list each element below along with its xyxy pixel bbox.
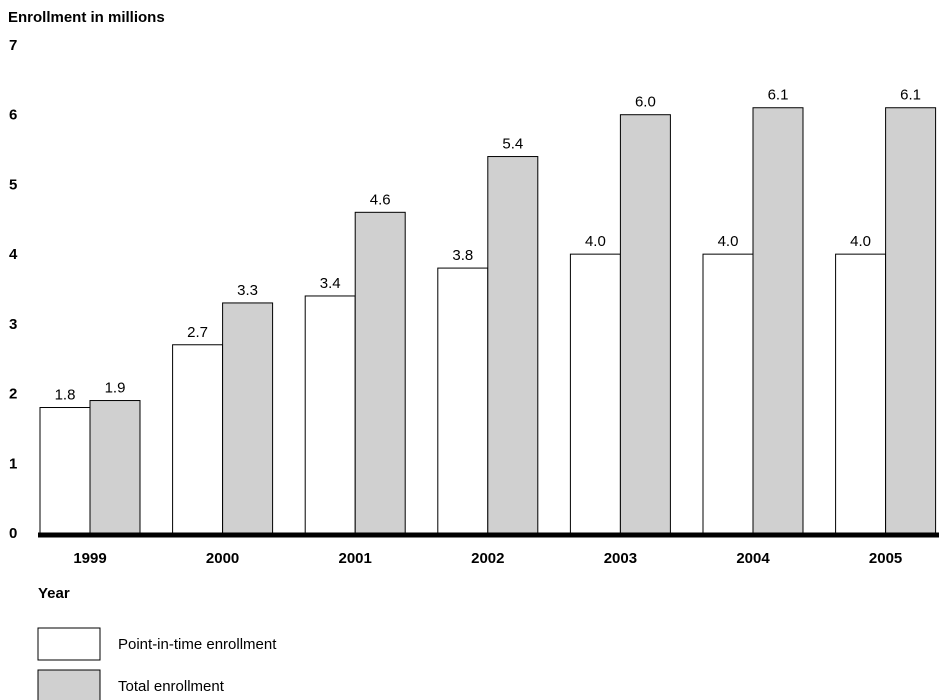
value-label: 6.0 [635, 94, 656, 111]
y-tick-label: 5 [9, 176, 17, 193]
value-label: 1.9 [105, 380, 126, 397]
value-label: 5.4 [502, 136, 523, 153]
bars [39, 107, 937, 534]
value-label: 2.7 [187, 324, 208, 341]
y-tick-label: 0 [9, 525, 17, 542]
value-label: 3.8 [452, 247, 473, 264]
value-label: 4.0 [585, 233, 606, 250]
bar-point-in-time-2000 [172, 344, 224, 534]
bar-total-2002 [487, 156, 539, 534]
y-axis-label: Enrollment in millions [8, 9, 165, 26]
y-tick-label: 7 [9, 37, 17, 54]
y-tick-label: 6 [9, 107, 17, 124]
value-label: 3.3 [237, 282, 258, 299]
y-tick-label: 4 [9, 246, 18, 263]
value-label: 1.8 [55, 387, 76, 404]
bar-point-in-time-2003 [569, 253, 621, 534]
legend-label: Point-in-time enrollment [118, 636, 277, 653]
x-tick-label: 2000 [206, 550, 239, 567]
value-label: 4.0 [718, 233, 739, 250]
y-ticks: 0 1 2 3 4 5 6 7 [9, 37, 18, 542]
value-label: 6.1 [768, 87, 789, 104]
value-label: 4.6 [370, 191, 391, 208]
x-tick-label: 2005 [869, 550, 902, 567]
legend-swatch-total [37, 669, 101, 700]
x-tick-label: 2001 [339, 550, 372, 567]
legend: Point-in-time enrollment Total enrollment [37, 627, 277, 700]
bar-total-2004 [752, 107, 804, 534]
x-axis-label: Year [38, 585, 70, 602]
legend-label: Total enrollment [118, 678, 225, 695]
value-label: 3.4 [320, 275, 341, 292]
y-tick-label: 1 [9, 455, 17, 472]
bar-total-2003 [619, 114, 671, 534]
x-tick-label: 2002 [471, 550, 504, 567]
bar-point-in-time-2001 [304, 295, 356, 534]
bar-total-2000 [222, 302, 274, 534]
x-tick-label: 2003 [604, 550, 637, 567]
legend-swatch-point-in-time [37, 627, 101, 661]
y-tick-label: 3 [9, 316, 17, 333]
value-labels: 1.8 1.9 2.7 3.3 3.4 4.6 3.8 5.4 4.0 6.0 4.0 6.1 4.0 6… [55, 87, 921, 404]
bar-point-in-time-2004 [702, 253, 754, 534]
bar-total-2001 [354, 211, 406, 534]
bar-point-in-time-1999 [39, 407, 91, 534]
bar-point-in-time-2002 [437, 267, 489, 534]
x-ticks: 1999 2000 2001 2002 2003 2004 2005 [73, 550, 902, 567]
y-tick-label: 2 [9, 386, 17, 403]
bar-total-1999 [89, 400, 141, 534]
x-tick-label: 2004 [736, 550, 770, 567]
bar-total-2005 [885, 107, 937, 534]
value-label: 4.0 [850, 233, 871, 250]
bar-point-in-time-2005 [835, 253, 887, 534]
x-tick-label: 1999 [73, 550, 106, 567]
value-label: 6.1 [900, 87, 921, 104]
